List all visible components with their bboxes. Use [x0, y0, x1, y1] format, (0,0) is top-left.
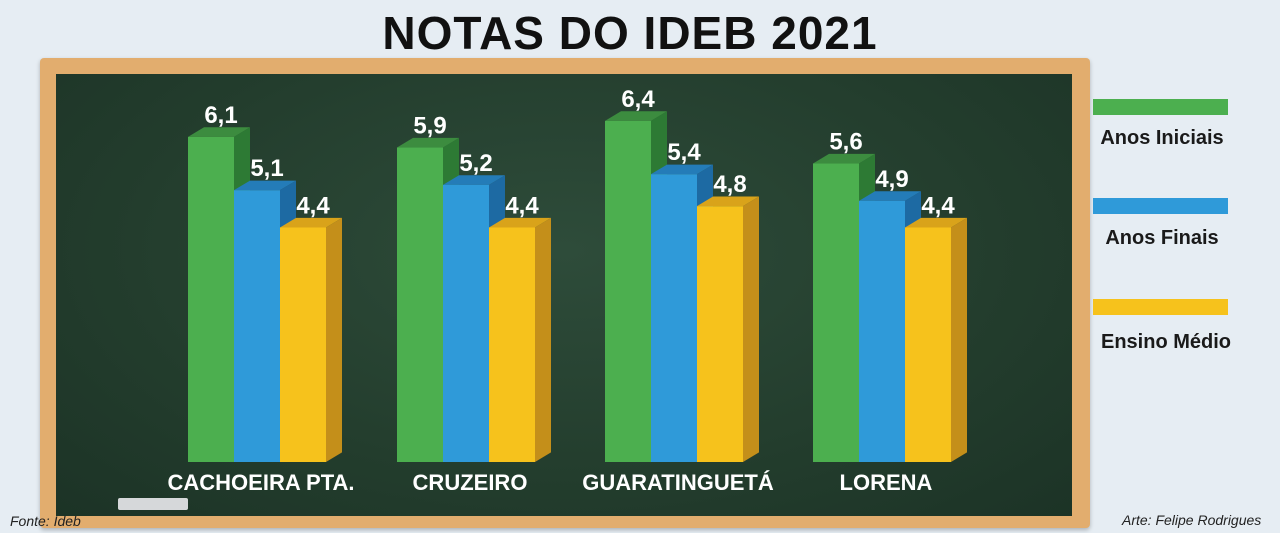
data-label-cachoeira-pta-ensino-medio: 4,4 [296, 192, 330, 219]
data-label-cachoeira-pta-anos-iniciais: 6,1 [204, 102, 237, 129]
bar-top-cruzeiro-anos-finais [443, 175, 505, 185]
bar-side-lorena-ensino-medio [951, 217, 967, 462]
bar-side-cachoeira-pta-ensino-medio [326, 217, 342, 462]
category-label-lorena: LORENA [840, 470, 933, 495]
data-label-cruzeiro-anos-iniciais: 5,9 [413, 113, 446, 140]
data-label-cachoeira-pta-anos-finais: 5,1 [250, 155, 283, 182]
bar-lorena-anos-iniciais [813, 163, 859, 462]
bar-lorena-ensino-medio [905, 227, 951, 462]
data-label-guaratingueta-ensino-medio: 4,8 [713, 171, 746, 198]
data-label-lorena-ensino-medio: 4,4 [921, 192, 955, 219]
bar-side-guaratingueta-ensino-medio [743, 196, 759, 462]
bar-top-guaratingueta-anos-finais [651, 164, 713, 175]
bar-top-cachoeira-pta-ensino-medio [280, 217, 342, 228]
data-label-cruzeiro-anos-finais: 5,2 [459, 150, 492, 177]
bar-top-cachoeira-pta-anos-finais [234, 180, 296, 191]
credit-note: Arte: Felipe Rodrigues [1122, 512, 1262, 528]
bar-top-guaratingueta-anos-iniciais [605, 111, 667, 121]
data-label-lorena-anos-finais: 4,9 [875, 166, 908, 193]
bar-cachoeira-pta-ensino-medio [280, 227, 326, 462]
bar-top-lorena-anos-finais [859, 191, 921, 201]
bar-top-cruzeiro-anos-iniciais [397, 137, 459, 148]
bar-lorena-anos-finais [859, 200, 905, 462]
data-label-guaratingueta-anos-finais: 5,4 [667, 139, 701, 166]
chart-title: NOTAS DO IDEB 2021 [382, 7, 878, 59]
bar-side-cruzeiro-ensino-medio [535, 217, 551, 462]
source-note: Fonte: Ideb [10, 513, 81, 529]
bar-top-guaratingueta-ensino-medio [697, 196, 759, 207]
category-label-cruzeiro: CRUZEIRO [413, 470, 528, 495]
bar-cruzeiro-anos-iniciais [397, 147, 443, 462]
legend-swatch-anos-finais [1093, 198, 1228, 214]
legend-label-anos-finais: Anos Finais [1105, 227, 1219, 249]
data-label-guaratingueta-anos-iniciais: 6,4 [621, 86, 655, 113]
legend-label-anos-iniciais: Anos Iniciais [1100, 127, 1224, 149]
bar-top-cachoeira-pta-anos-iniciais [188, 127, 250, 137]
bar-top-cruzeiro-ensino-medio [489, 217, 551, 228]
bar-guaratingueta-ensino-medio [697, 206, 743, 462]
data-label-lorena-anos-iniciais: 5,6 [829, 129, 862, 156]
bar-top-lorena-anos-iniciais [813, 153, 875, 164]
category-label-cachoeira-pta: CACHOEIRA PTA. [168, 470, 355, 495]
data-label-cruzeiro-ensino-medio: 4,4 [505, 192, 539, 219]
bar-guaratingueta-anos-finais [651, 174, 697, 462]
bar-top-lorena-ensino-medio [905, 217, 967, 228]
bar-cachoeira-pta-anos-iniciais [188, 136, 234, 462]
chalk-eraser [118, 498, 188, 510]
bar-cruzeiro-ensino-medio [489, 227, 535, 462]
legend-swatch-anos-iniciais [1093, 99, 1228, 115]
legend-label-ensino-medio: Ensino Médio [1101, 331, 1231, 353]
bar-cachoeira-pta-anos-finais [234, 190, 280, 463]
bar-cruzeiro-anos-finais [443, 184, 489, 462]
category-label-guaratingueta: GUARATINGUETÁ [582, 470, 774, 495]
bar-guaratingueta-anos-iniciais [605, 120, 651, 462]
legend-swatch-ensino-medio [1093, 299, 1228, 315]
